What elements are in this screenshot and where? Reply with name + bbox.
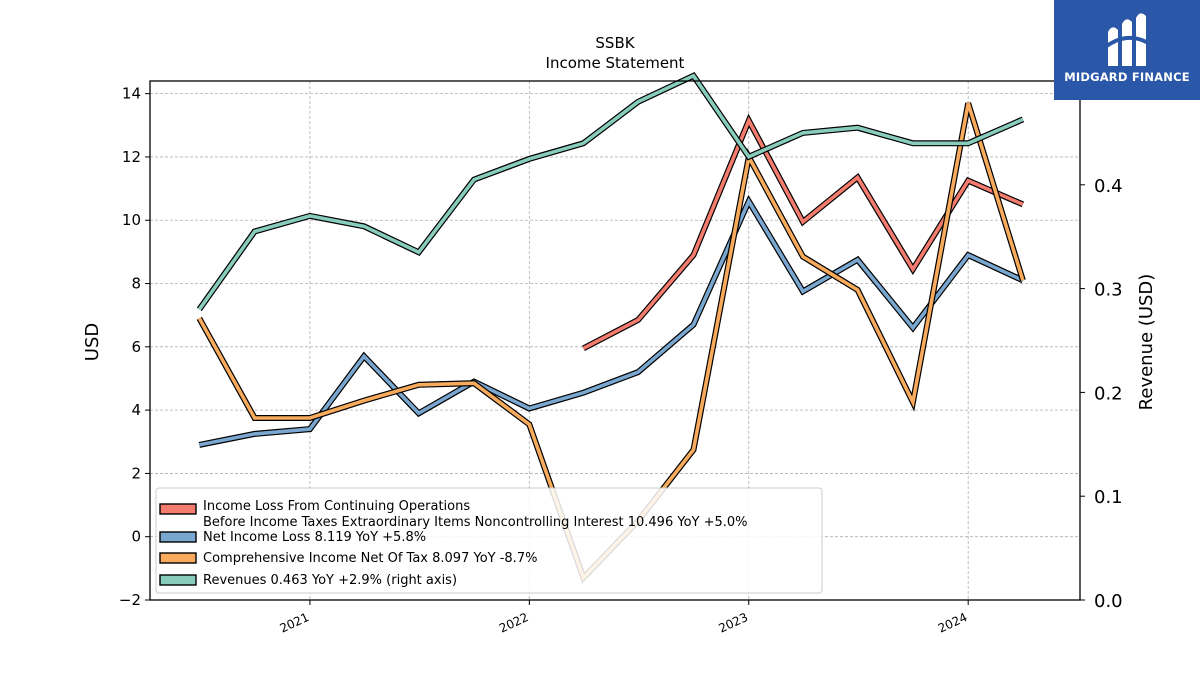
y-axis-label: USD [82,323,103,361]
y2-tick-label: 0.0 [1094,591,1123,612]
legend-label-2: Comprehensive Income Net Of Tax 8.097 Yo… [203,551,537,566]
legend-swatch-2 [159,552,197,564]
series-line-3 [197,73,1024,311]
x-tick-label: 2024 [936,610,970,636]
y-tick-label: −2 [119,591,141,609]
series-line-outline-3 [196,71,1025,312]
y2-tick-label: 0.2 [1094,383,1123,404]
y2-tick-label: 0.1 [1094,487,1123,508]
y-tick-label: 0 [131,528,141,546]
y2-axis-ticks: 0.00.10.20.30.40.5 [1080,72,1123,612]
legend-label-0: Before Income Taxes Extraordinary Items … [203,515,748,530]
y2-axis-label: Revenue (USD) [1136,274,1157,411]
midgard-finance-logo: MIDGARD FINANCE [1054,0,1200,100]
legend-label-1: Net Income Loss 8.119 YoY +5.8% [203,530,426,545]
x-tick-label: 2023 [716,610,750,636]
legend-box [155,487,823,594]
x-tick-label: 2022 [497,610,531,636]
legend-label-0: Income Loss From Continuing Operations [203,499,470,514]
x-axis-ticks: 2021 2022 2023 2024 [278,600,970,636]
chart-title: SSBK [595,34,635,52]
y2-tick-label: 0.4 [1094,176,1123,197]
legend-swatch-0 [159,503,197,515]
chart-subtitle: Income Statement [546,54,685,72]
y-tick-label: 6 [131,338,141,356]
y-tick-label: 8 [131,275,141,293]
series-line-outline-1 [198,194,1025,448]
midgard-finance-logo-icon [1102,13,1152,66]
y-axis-ticks: −2 0 2 4 6 8 10 12 14 [119,85,150,609]
y-tick-label: 10 [122,211,141,229]
y-tick-label: 4 [131,401,141,419]
y-tick-label: 2 [131,464,141,482]
series-line-1 [198,197,1024,447]
plot-frame [149,80,1081,601]
legend: Income Loss From Continuing OperationsBe… [155,487,823,594]
y-tick-label: 12 [122,148,141,166]
y-tick-label: 14 [122,85,141,103]
y2-tick-label: 0.3 [1094,280,1123,301]
legend-swatch-3 [159,574,197,586]
legend-label-3: Revenues 0.463 YoY +2.9% (right axis) [203,573,457,588]
x-tick-label: 2021 [278,610,312,636]
legend-swatch-1 [159,531,197,543]
logo-text: MIDGARD FINANCE [1064,70,1190,84]
